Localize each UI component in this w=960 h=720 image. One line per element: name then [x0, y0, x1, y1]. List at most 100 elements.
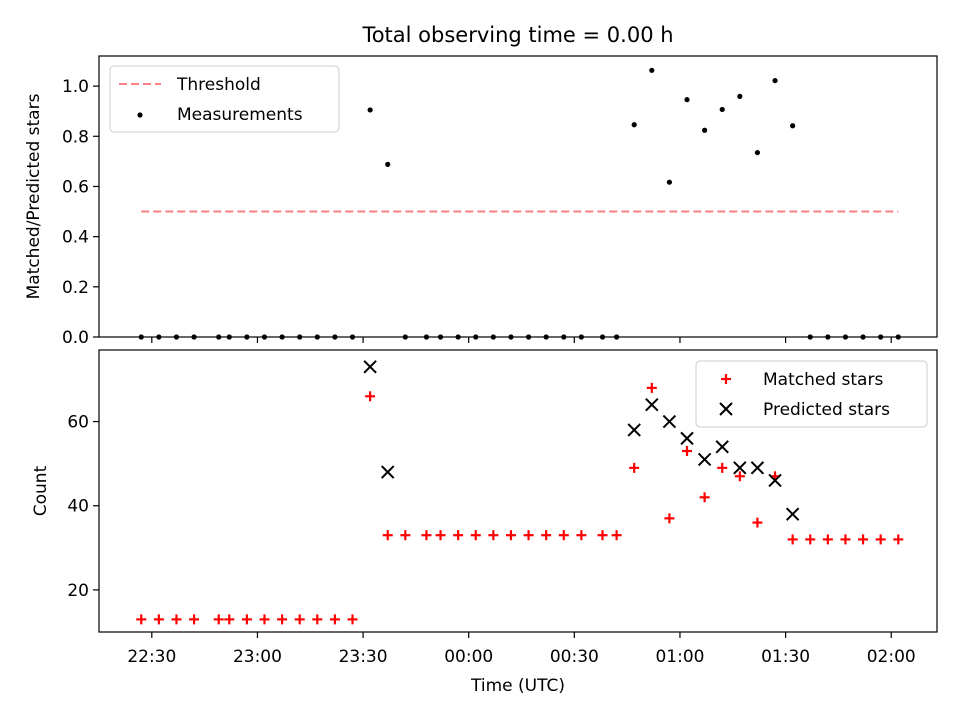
matched-point [329, 614, 340, 625]
matched-point [752, 517, 763, 528]
measurement-point [702, 127, 708, 133]
bottom-axes-frame [98, 349, 938, 633]
matched-point [259, 614, 270, 625]
top-legend: Threshold Measurements [109, 65, 340, 133]
predicted-point [645, 398, 659, 412]
top-panel: 0.0 0.2 0.4 0.6 0.8 1.0 Matched/Predicted sta… [24, 55, 938, 348]
bottom-panel-marks [136, 360, 904, 625]
predicted-legend-label: Predicted stars [763, 400, 890, 420]
matched-point [664, 513, 675, 524]
matched-point [840, 534, 851, 545]
matched-point [435, 530, 446, 541]
matched-point [136, 614, 147, 625]
bottom-y-tick-label: 60 [67, 413, 89, 433]
top-y-tick-label: 0.8 [62, 127, 89, 147]
predicted-point [680, 431, 694, 446]
figure-title: Total observing time = 0.00 h [361, 23, 673, 47]
top-y-tick-label: 0.2 [62, 278, 89, 298]
matched-point [875, 534, 886, 545]
bottom-x-ticks: 22:30 23:00 23:30 00:00 00:30 01:00 01:30 02:00 [127, 632, 916, 667]
predicted-point [768, 473, 782, 488]
measurement-point [385, 161, 391, 167]
matched-point [523, 530, 534, 541]
measurement-point [666, 179, 673, 185]
matched-point [347, 614, 358, 625]
bottom-panel: 20 40 60 22:30 23:00 23:30 00:00 00:30 01:00 01:… [31, 349, 938, 696]
predicted-point [381, 465, 395, 479]
matched-point [171, 614, 182, 625]
matched-point [382, 530, 393, 541]
bottom-legend: Matched stars Predicted stars [695, 360, 928, 428]
matched-point [597, 530, 608, 541]
matched-point [470, 530, 481, 541]
predicted-point [750, 461, 765, 475]
top-y-tick-label: 0.0 [62, 328, 89, 348]
matched-point [717, 462, 728, 473]
x-tick-label: 00:00 [444, 647, 493, 667]
measurement-point [631, 122, 637, 128]
matched-point [277, 614, 288, 625]
matched-point [189, 614, 200, 625]
threshold-legend-label: Threshold [176, 75, 261, 95]
matched-point [365, 391, 376, 402]
predicted-point [697, 452, 712, 467]
matched-point [611, 530, 622, 541]
measurement-point [367, 107, 373, 113]
matched-point [699, 492, 710, 503]
x-tick-label: 02:00 [867, 647, 916, 667]
predicted-point [733, 461, 747, 475]
matched-point [294, 614, 305, 625]
matched-point [153, 614, 164, 625]
matched-point [400, 530, 411, 541]
top-x-ticks [151, 337, 892, 343]
top-axes-frame [98, 55, 938, 338]
bottom-y-axis-label: Count [31, 465, 51, 516]
x-tick-label: 01:30 [761, 647, 810, 667]
matched-point [505, 530, 516, 541]
top-y-axis-label: Matched/Predicted stars [24, 93, 44, 299]
measurement-point [790, 123, 796, 129]
matched-point [576, 530, 587, 541]
x-tick-label: 00:30 [550, 647, 599, 667]
top-y-tick-label: 1.0 [62, 77, 89, 97]
matched-point [734, 471, 745, 482]
matched-point [488, 530, 499, 541]
x-axis-label: Time (UTC) [470, 676, 565, 696]
matched-legend-swatch [721, 374, 731, 384]
matched-point [213, 614, 224, 625]
measurements-legend-label: Measurements [177, 105, 303, 125]
bottom-y-ticks: 20 40 60 [67, 413, 99, 601]
matched-point [558, 530, 569, 541]
bottom-y-tick-label: 20 [67, 581, 89, 601]
predicted-point [662, 414, 677, 429]
measurement-point [737, 93, 743, 99]
matched-point [224, 614, 235, 625]
matched-point [893, 534, 904, 545]
measurement-point [719, 106, 725, 113]
matched-point [858, 534, 869, 545]
predicted-legend-swatch [719, 402, 733, 416]
matched-point [822, 534, 833, 545]
matched-point [541, 530, 552, 541]
measurement-point [772, 77, 778, 84]
predicted-point [785, 507, 800, 521]
predicted-point [715, 440, 729, 454]
matched-point [453, 530, 464, 541]
measurement-point [684, 97, 690, 103]
x-tick-label: 23:30 [339, 647, 388, 667]
matched-point [421, 530, 432, 541]
measurements-legend-swatch [137, 112, 143, 118]
matched-point [682, 446, 693, 457]
top-y-tick-label: 0.4 [62, 228, 89, 248]
top-y-ticks: 0.0 0.2 0.4 0.6 0.8 1.0 [62, 77, 99, 348]
measurement-point [754, 149, 761, 156]
predicted-point [363, 360, 377, 374]
matched-point [241, 614, 252, 625]
x-tick-label: 01:00 [655, 647, 704, 667]
top-y-tick-label: 0.6 [62, 177, 89, 197]
top-legend-box [109, 65, 340, 133]
x-tick-label: 23:00 [233, 647, 282, 667]
matched-legend-label: Matched stars [763, 370, 883, 390]
matched-point [312, 614, 323, 625]
